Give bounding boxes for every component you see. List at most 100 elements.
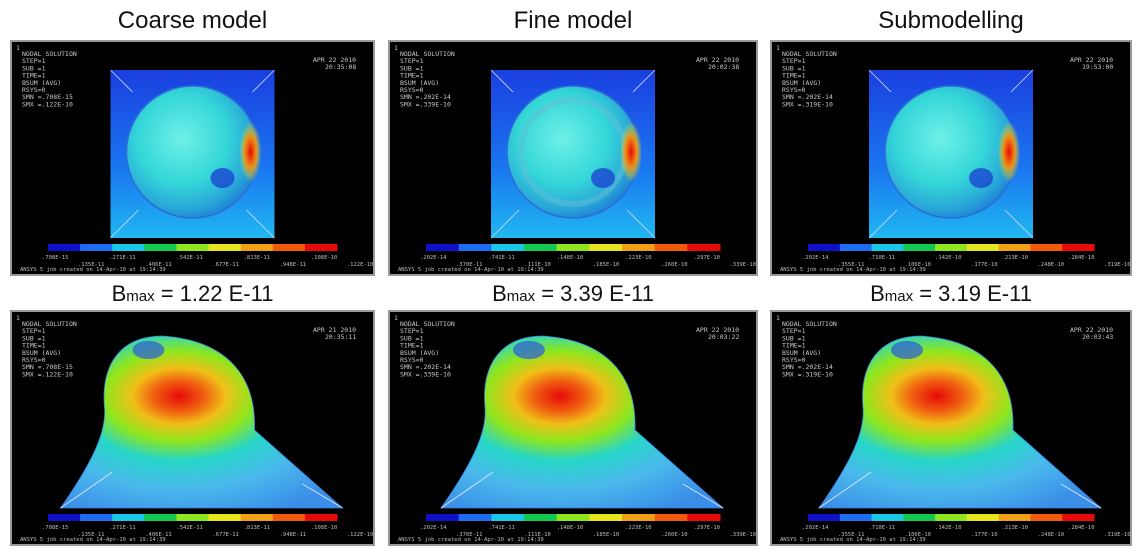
- legend-tick-label: .677E-11: [212, 262, 239, 268]
- legend-color-swatch: [966, 514, 1000, 521]
- legend-tick-label: .813E-11: [244, 525, 271, 531]
- legend-tick-label: .319E-10: [1104, 262, 1130, 268]
- sphere-shape: [125, 85, 260, 219]
- legend-tick-label: .135E-11: [78, 532, 105, 538]
- legend-color-swatch: [48, 244, 81, 251]
- dome-shape: [59, 335, 344, 509]
- plot-date: APR 22 2010: [1070, 56, 1113, 64]
- legend-color-swatch: [144, 244, 177, 251]
- legend-color-swatch: [240, 514, 274, 521]
- solution-info-line: RSYS=0: [782, 86, 806, 94]
- legend-color-swatch: [272, 244, 306, 251]
- legend-color-swatch: [556, 514, 590, 521]
- legend-tick-label: .297E-10: [693, 525, 720, 531]
- legend-tick-label: .948E-11: [280, 262, 307, 268]
- coarse-bottom-plot-panel: NODAL SOLUTION STEP=1 SUB =1 TIME=1 BSUM (AV…: [10, 310, 375, 546]
- fine-bottom-plot-panel: NODAL SOLUTION STEP=1 SUB =1 TIME=1 BSUM (AV…: [388, 310, 758, 546]
- solution-info-line: NODAL SOLUTION: [22, 320, 77, 328]
- submodelling-top-plot-panel: NODAL SOLUTION STEP=1 SUB =1 TIME=1 BSUM (AV…: [770, 40, 1132, 276]
- legend-color-swatch: [524, 244, 558, 251]
- window-number: 1: [776, 44, 780, 52]
- legend-tick-label: .148E-10: [557, 255, 584, 261]
- legend-tick-label: .223E-10: [625, 255, 652, 261]
- legend-tick-label: .542E-11: [176, 255, 203, 261]
- legend-tick-label: .185E-10: [593, 262, 620, 268]
- legend-color-swatch: [556, 244, 590, 251]
- solution-info-line: SMX =.122E-10: [22, 370, 73, 378]
- plot-date: APR 22 2010: [1070, 326, 1113, 334]
- legend-color-swatch: [112, 244, 145, 251]
- legend-tick-label: .406E-11: [145, 532, 172, 538]
- legend-tick-label: .108E-10: [311, 255, 338, 261]
- legend-color-swatch: [208, 244, 242, 251]
- legend-color-swatch: [491, 244, 525, 251]
- window-number: 1: [776, 314, 780, 322]
- legend-color-swatch: [176, 244, 210, 251]
- legend-color-swatch: [839, 514, 873, 521]
- solution-info-line: TIME=1: [400, 72, 424, 80]
- legend-tick-label: .271E-11: [109, 525, 136, 531]
- solution-info-line: SMX =.319E-10: [782, 370, 833, 378]
- legend-tick-label: .248E-10: [1038, 532, 1065, 538]
- plot-date: APR 22 2010: [696, 56, 739, 64]
- legend-tick-label: .355E-11: [838, 262, 865, 268]
- legend-color-swatch: [48, 514, 81, 521]
- legend-tick-label: .708E-15: [42, 525, 69, 531]
- window-number: 1: [394, 314, 398, 322]
- legend-color-swatch: [1030, 244, 1063, 251]
- ansys-footer: ANSYS 5 job created on 14-Apr-10 at 19:1…: [398, 537, 544, 543]
- solution-info-line: RSYS=0: [22, 86, 46, 94]
- bmax-coarse-label: Bmax = 1.22 E-11: [111, 281, 274, 306]
- bmax-fine-label: Bmax = 3.39 E-11: [492, 281, 654, 306]
- legend-color-swatch: [808, 244, 841, 251]
- legend-tick-label: .710E-11: [869, 525, 896, 531]
- legend-color-swatch: [426, 244, 460, 251]
- solution-info-line: STEP=1: [782, 57, 806, 65]
- solution-info-line: SMX =.122E-10: [22, 100, 73, 108]
- solution-info-line: RSYS=0: [400, 356, 424, 364]
- legend-color-swatch: [903, 514, 936, 521]
- window-number: 1: [16, 314, 20, 322]
- solution-info-line: STEP=1: [400, 327, 424, 335]
- sphere-shape: [506, 85, 640, 219]
- solution-info-line: RSYS=0: [22, 356, 46, 364]
- legend-tick-label: .142E-10: [935, 525, 962, 531]
- legend-color-swatch: [304, 244, 338, 251]
- legend-tick-label: .135E-11: [78, 262, 105, 268]
- plot-date: APR 22 2010: [313, 56, 356, 64]
- solution-info-line: NODAL SOLUTION: [22, 50, 77, 58]
- legend-color-swatch: [1030, 514, 1063, 521]
- legend-color-swatch: [524, 514, 558, 521]
- plot-time: 20:35:08: [325, 63, 356, 71]
- legend-color-swatch: [839, 244, 873, 251]
- legend-tick-label: .370E-11: [456, 262, 483, 268]
- legend-color-swatch: [808, 514, 841, 521]
- legend-color-swatch: [80, 514, 113, 521]
- legend-color-swatch: [272, 514, 306, 521]
- ansys-footer: ANSYS 5 job created on 14-Apr-10 at 19:1…: [780, 537, 926, 543]
- solution-info-line: NODAL SOLUTION: [782, 320, 837, 328]
- solution-info-line: SUB =1: [782, 334, 806, 342]
- solution-info-line: TIME=1: [782, 72, 806, 80]
- solution-info-line: SMN =.202E-14: [782, 93, 833, 101]
- legend-color-swatch: [871, 244, 904, 251]
- solution-info-line: TIME=1: [22, 342, 46, 350]
- legend-tick-label: .741E-11: [488, 525, 514, 531]
- plot-time: 20:03:43: [1082, 333, 1113, 341]
- ansys-footer: ANSYS 5 job created on 14-Apr-10 at 19:1…: [20, 267, 166, 273]
- legend-color-swatch: [144, 514, 177, 521]
- legend-color-swatch: [1062, 514, 1095, 521]
- legend-tick-label: .202E-14: [420, 255, 447, 261]
- solution-info-line: NODAL SOLUTION: [782, 50, 837, 58]
- solution-info-line: BSUM (AVG): [400, 349, 439, 357]
- legend-tick-label: .677E-11: [212, 532, 239, 538]
- legend-tick-label: .111E-10: [524, 532, 551, 538]
- legend-tick-label: .260E-10: [661, 532, 688, 538]
- solution-info-line: BSUM (AVG): [22, 349, 61, 357]
- solution-info-line: BSUM (AVG): [782, 79, 821, 87]
- solution-info-line: BSUM (AVG): [782, 349, 821, 357]
- field-minimum: [513, 341, 545, 359]
- field-minimum: [591, 168, 615, 188]
- legend-tick-label: .813E-11: [244, 255, 271, 261]
- solution-info-line: STEP=1: [400, 57, 424, 65]
